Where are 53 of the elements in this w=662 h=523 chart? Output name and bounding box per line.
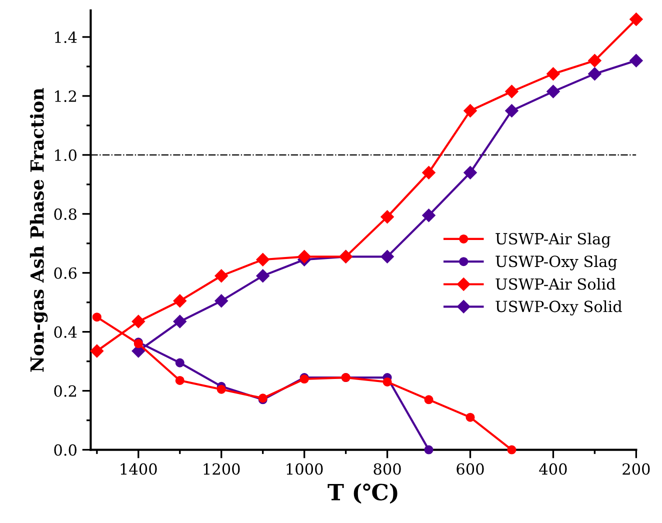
point <box>505 104 518 118</box>
x-tick-label: 1200 <box>204 463 240 475</box>
y-tick-label: 1.2 <box>55 90 76 102</box>
point <box>173 314 186 328</box>
point <box>588 67 602 80</box>
x-tick-label: 1400 <box>120 463 157 475</box>
legend-label: USWP-Oxy Slag <box>496 255 618 270</box>
y-tick-label: 0.2 <box>54 385 76 397</box>
point <box>175 376 184 386</box>
x-tick-label: 200 <box>622 463 650 475</box>
y-axis-title: Non-gas Ash Phase Fraction <box>30 88 48 372</box>
point <box>298 250 311 264</box>
point <box>505 84 518 98</box>
point <box>380 250 394 264</box>
point <box>630 54 643 68</box>
point <box>546 84 560 98</box>
point <box>382 377 392 386</box>
y-tick-label: 1.0 <box>55 149 76 161</box>
point <box>132 314 145 328</box>
point <box>424 395 434 404</box>
x-tick-label: 800 <box>374 463 401 475</box>
y-tick-label: 0.0 <box>54 444 76 456</box>
x-axis-title: T (℃) <box>328 483 398 504</box>
point <box>216 384 226 394</box>
point <box>380 210 394 224</box>
point <box>214 294 228 308</box>
point <box>256 269 270 282</box>
point <box>424 445 434 454</box>
point <box>92 312 102 322</box>
point <box>256 253 270 266</box>
legend-label: USWP-Air Solid <box>496 278 616 290</box>
legend-label: USWP-Oxy Solid <box>496 300 622 316</box>
point <box>466 412 475 422</box>
point <box>90 344 104 358</box>
point <box>175 358 184 368</box>
point <box>588 54 602 68</box>
x-tick-label: 400 <box>539 463 567 475</box>
point <box>422 166 436 180</box>
point <box>507 445 516 454</box>
point <box>214 269 228 282</box>
x-tick-label: 1000 <box>286 463 323 475</box>
point <box>422 208 436 222</box>
point <box>546 67 560 80</box>
y-tick-label: 0.6 <box>54 267 77 279</box>
legend-label: USWP-Air Slag <box>496 232 610 248</box>
point <box>173 294 186 308</box>
point <box>464 104 477 118</box>
point <box>464 166 477 180</box>
x-tick-label: 600 <box>456 463 484 475</box>
y-tick-label: 0.8 <box>54 208 76 220</box>
y-tick-label: 0.4 <box>54 326 77 338</box>
y-tick-label: 1.4 <box>55 31 77 44</box>
point <box>630 12 643 26</box>
